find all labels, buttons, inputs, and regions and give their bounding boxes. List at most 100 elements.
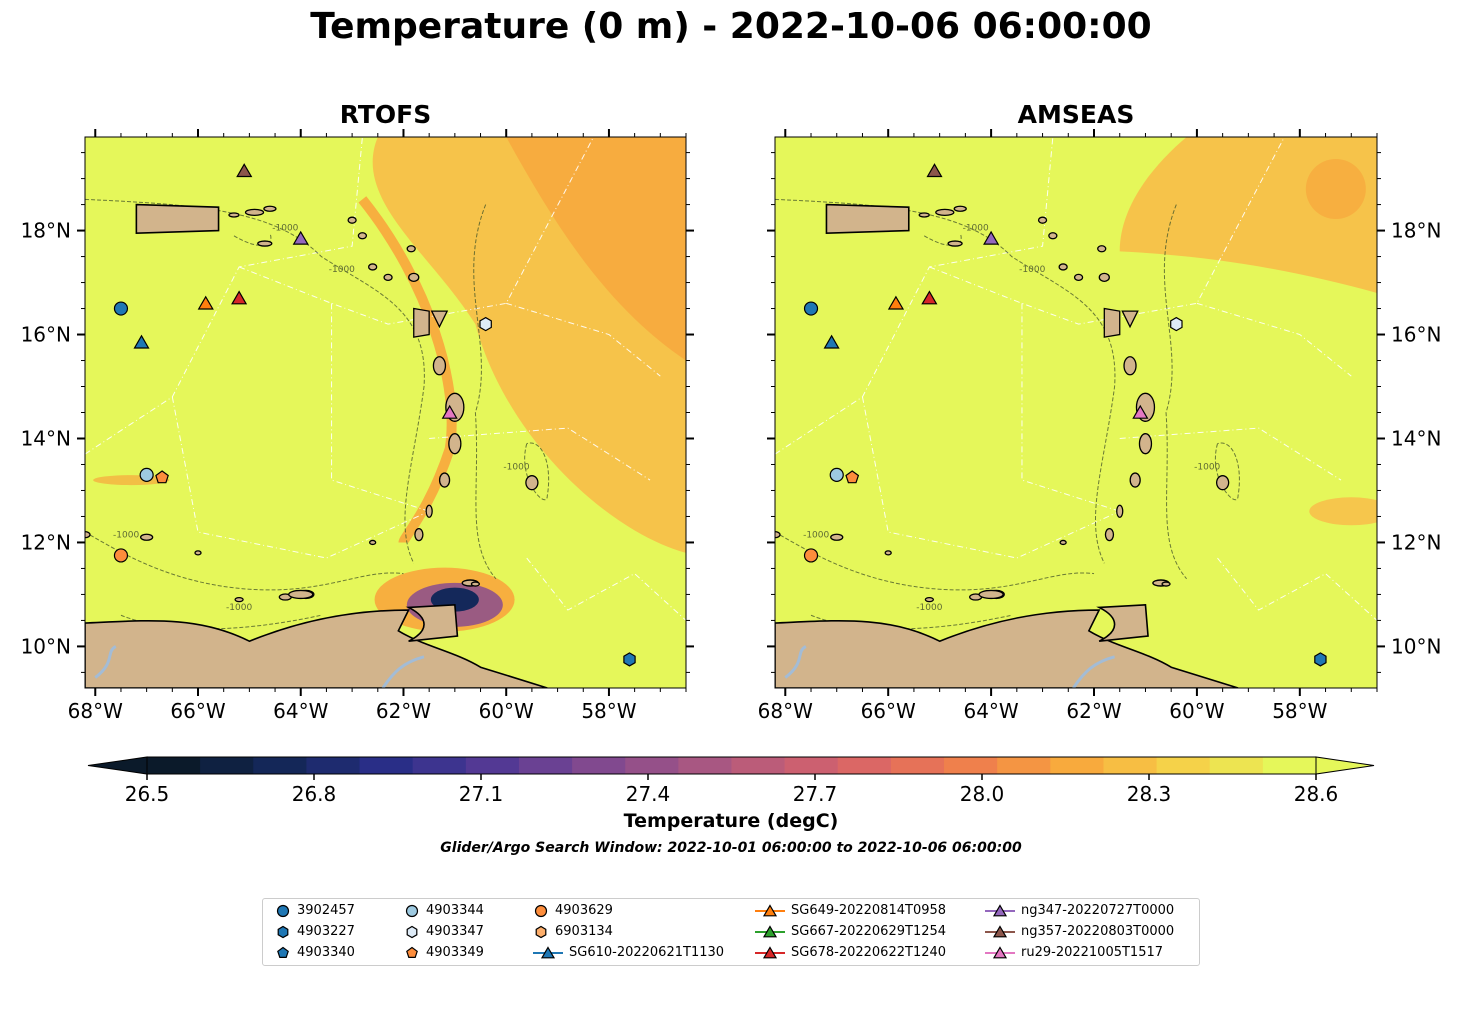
legend-swatch [534,904,548,918]
y-tick-label: 14°N [21,426,71,450]
island [408,272,420,282]
legend-item: ru29-20221005T1517 [985,943,1163,963]
marker-4903629 [803,548,819,563]
isobath-label: -1000 [113,530,139,540]
island [1098,272,1110,282]
island [947,240,963,247]
amseas-map: -1000 -1000 -1000 -1000 -1000 68°W 66°W 64°W 62°… [758,129,1441,723]
colorbar: 26.5 26.8 27.1 27.4 27.7 28.0 28.3 28.6 [87,756,1375,806]
legend-item: SG678-20220622T1240 [755,943,946,963]
legend-swatch [755,904,785,917]
x-tick-label: 66°W [861,699,916,723]
legend-swatch [755,925,785,938]
isobath-contour [524,442,550,501]
colorbar-tick-label: 28.0 [960,782,1005,806]
isobath-label: -1000 [272,224,298,234]
isobath-contour [85,531,404,591]
trinidad-island [1096,603,1149,643]
isobath-label: -1000 [1194,463,1220,473]
legend-swatch [985,946,1015,959]
isobath-label: -1000 [226,603,252,613]
legend-marker [992,904,1008,917]
margarita-island [288,589,314,600]
colorbar-segment [944,757,998,774]
marker-4903347 [479,316,492,332]
legend-marker [762,946,778,959]
colorbar-segment [306,757,361,774]
island [1161,581,1171,587]
island [85,531,91,539]
colorbar-tick-label: 27.4 [626,782,671,806]
island [432,356,447,376]
legend-swatch [277,925,289,939]
isobath-contour [1215,442,1240,501]
legend-marker [762,925,778,938]
legend-label: ru29-20221005T1517 [1021,945,1164,960]
marker-4903344 [829,467,844,482]
y-tick-label: 16°N [21,323,71,347]
colorbar-tick-label: 28.3 [1127,782,1172,806]
colorbar-segment [253,757,307,774]
x-tick-label: 64°W [963,699,1018,723]
search-window-note: Glider/Argo Search Window: 2022-10-01 06… [440,840,1022,856]
y-tick-label: 10°N [21,634,71,658]
isobath-label: -1000 [916,603,942,613]
colorbar-segment [1050,757,1104,774]
legend-item: 6903134 [533,922,613,942]
legend-swatch [535,925,547,939]
island [525,475,539,491]
colorbar-segment [518,757,573,774]
legend-marker [276,904,290,918]
marker-SG649-20220814T0958 [197,295,214,310]
marker-SG610-20220621T1130 [133,334,150,349]
eez-boundary [238,137,594,325]
colorbar-segment [147,757,201,774]
x-tick-label: 60°W [479,699,534,723]
eez-boundary [1119,427,1342,481]
isobath-label: -1000 [329,265,355,275]
island [924,596,935,603]
river [381,655,425,688]
y-tick-label: 16°N [1391,323,1441,347]
eez-boundary [506,302,661,377]
legend-label: 6903134 [555,924,613,939]
y-tick-label: 18°N [1391,219,1441,243]
y-tick-label: 12°N [21,530,71,554]
island [830,533,844,541]
eez-boundary [526,557,686,621]
legend-label: 4903344 [426,903,484,918]
isobath-contour [85,198,425,564]
legend-swatch [405,904,419,918]
isobath-label: -1000 [1019,265,1045,275]
legend-marker [762,904,778,917]
isobath-contour [473,204,497,580]
x-tick-label: 68°W [758,699,813,723]
marker-ru29-20221005T1517 [1132,404,1149,419]
legend-item: ng357-20220803T0000 [985,922,1174,942]
eez-boundary [861,396,1120,559]
island [39,513,49,519]
colorbar-tick-label: 26.5 [125,782,170,806]
island [139,533,154,541]
legend-label: SG678-20220622T1240 [791,945,947,960]
island [1215,475,1230,491]
legend-item: 4903344 [404,901,484,921]
colorbar-segment [678,757,732,774]
marker-ng357-20220803T0000 [926,163,943,178]
marker-ng347-20220727T0000 [292,230,309,245]
island [1058,263,1068,271]
x-tick-label: 62°W [376,699,431,723]
colorbar-segment [572,757,626,774]
legend-item: 4903629 [533,901,613,921]
colorbar-extend-low [87,756,148,775]
marker-SG610-20220621T1130 [823,334,840,349]
colorbar-segment [1262,757,1317,774]
colorbar-segment [784,757,839,774]
island [1037,216,1048,224]
marker-4903629 [113,548,129,563]
island [918,212,930,218]
eez-boundary [929,137,1285,325]
river [1072,655,1115,688]
legend-item: SG610-20220621T1130 [533,943,724,963]
